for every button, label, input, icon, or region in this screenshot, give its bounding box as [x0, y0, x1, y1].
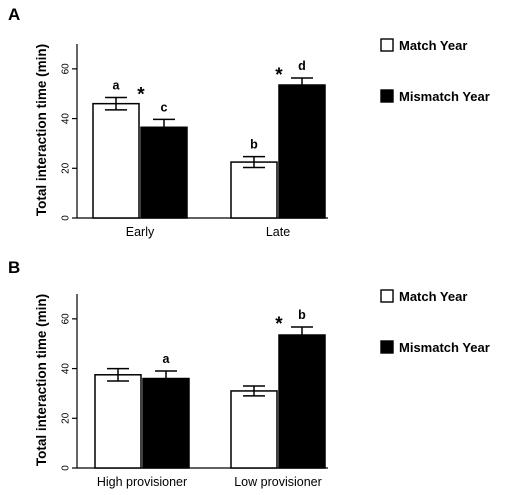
- bar-label: a: [163, 352, 171, 366]
- x-category-label: Low provisioner: [234, 475, 322, 489]
- panel-b: B Total interaction time (min) 0 20 40 60 a b…: [8, 258, 490, 489]
- x-category-label: High provisioner: [97, 475, 187, 489]
- plot-area: 0 20 40 60 a b * High provisioner Low provisione…: [61, 294, 328, 489]
- bar: [142, 377, 190, 469]
- legend: Match Year Mismatch Year: [380, 289, 490, 355]
- panel-letter-a: A: [8, 5, 20, 24]
- y-tick-label: 0: [61, 465, 72, 471]
- y-tick-label: 40: [61, 113, 72, 125]
- legend-label-mismatch-year: Mismatch Year: [399, 340, 490, 355]
- y-tick-label: 60: [61, 63, 72, 75]
- legend-label-match-year: Match Year: [399, 289, 467, 304]
- legend-label-match-year: Match Year: [399, 38, 467, 53]
- y-tick-label: 0: [61, 215, 72, 221]
- y-axis-label: Total interaction time (min): [34, 44, 49, 216]
- bar-label: b: [298, 308, 306, 322]
- bar: [140, 126, 188, 219]
- bar-label: b: [250, 138, 258, 152]
- legend-swatch-mismatch-year: [380, 89, 394, 103]
- panel-letter-b: B: [8, 258, 20, 277]
- bar: [278, 334, 326, 469]
- panel-a: A Total interaction time (min) 0 20 40 60 a b…: [8, 5, 490, 239]
- significance-star: *: [275, 65, 283, 86]
- significance-star: *: [275, 314, 283, 335]
- legend-swatch-match-year: [380, 38, 394, 52]
- y-tick-label: 20: [61, 162, 72, 174]
- bar: [230, 161, 278, 219]
- y-tick-label: 60: [61, 313, 72, 325]
- y-tick-label: 40: [61, 363, 72, 375]
- bar: [94, 374, 142, 469]
- bar-label: a: [113, 78, 121, 92]
- bar: [230, 390, 278, 469]
- legend: Match Year Mismatch Year: [380, 38, 490, 104]
- bar: [92, 102, 140, 219]
- legend-swatch-match-year: [380, 289, 394, 303]
- significance-star: *: [137, 84, 145, 105]
- legend-swatch-mismatch-year: [380, 340, 394, 354]
- x-category-label: Early: [126, 225, 155, 239]
- bar-label: c: [161, 100, 168, 114]
- x-category-label: Late: [266, 225, 290, 239]
- y-tick-label: 20: [61, 412, 72, 424]
- bar-label: d: [298, 59, 306, 73]
- plot-area: 0 20 40 60 a b c d * * Early Late: [61, 44, 328, 239]
- bar: [278, 84, 326, 219]
- legend-label-mismatch-year: Mismatch Year: [399, 89, 490, 104]
- y-axis-label: Total interaction time (min): [34, 294, 49, 466]
